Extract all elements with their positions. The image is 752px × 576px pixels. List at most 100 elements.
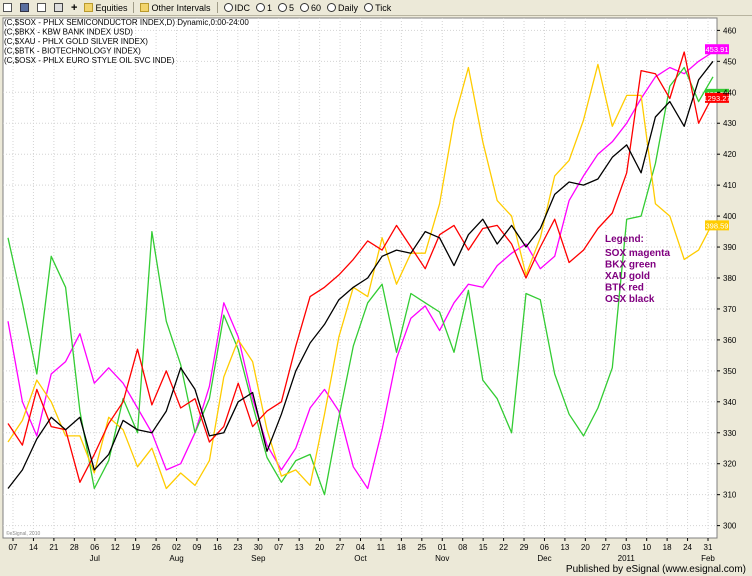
daily-button[interactable]: Daily [324, 1, 361, 14]
other-intervals-button[interactable]: Other Intervals [137, 1, 213, 14]
print-icon[interactable] [51, 1, 68, 14]
x-month-label: Dec [537, 554, 551, 563]
x-tick-label: 18 [397, 543, 406, 552]
last-value-badge-label: 453.91 [706, 45, 729, 54]
x-tick-label: 06 [90, 543, 99, 552]
grid [3, 18, 717, 538]
interval-5-button[interactable]: 5 [275, 1, 297, 14]
y-tick-label: 400 [723, 212, 737, 221]
x-tick-label: 07 [9, 543, 18, 552]
equities-button[interactable]: Equities [81, 1, 130, 14]
daily-label: Daily [338, 2, 359, 13]
folder-icon [140, 3, 150, 12]
series-headers: (C,$SOX - PHLX SEMICONDUCTOR INDEX,D) Dy… [4, 18, 249, 65]
x-tick-label: 31 [704, 543, 713, 552]
series-line-osx [7, 60, 714, 489]
last-value-badge-label: 1293.27 [703, 94, 730, 103]
save-icon[interactable] [17, 1, 34, 14]
other-intervals-label: Other Intervals [151, 2, 211, 13]
folder-icon [84, 3, 94, 12]
interval-60-label: 60 [311, 2, 322, 13]
y-tick-label: 380 [723, 274, 737, 283]
interval-1-button[interactable]: 1 [253, 1, 275, 14]
y-tick-label: 320 [723, 460, 737, 469]
y-tick-label: 450 [723, 57, 737, 66]
chart-area: (C,$SOX - PHLX SEMICONDUCTOR INDEX,D) Dy… [0, 16, 752, 576]
y-tick-label: 340 [723, 398, 737, 407]
y-axis: 300 310 320 330 340 350 360 370 380 390 400 410 420 4… [717, 26, 737, 531]
clock-icon [364, 3, 374, 12]
x-tick-label: 10 [642, 543, 651, 552]
x-tick-label: 14 [29, 543, 38, 552]
x-tick-label: 06 [540, 543, 549, 552]
clock-icon [223, 3, 233, 12]
series-header-line: (C,$OSX - PHLX EURO STYLE OIL SVC INDE) [4, 56, 175, 65]
y-tick-label: 410 [723, 181, 737, 190]
series-layer [7, 51, 714, 496]
interval-1-label: 1 [267, 2, 273, 13]
copy-icon[interactable] [34, 1, 51, 14]
footer-credit: Published by eSignal (www.esignal.com) [566, 564, 746, 575]
series-line-xau [7, 63, 714, 490]
x-tick-label: 27 [336, 543, 345, 552]
x-tick-label: 13 [560, 543, 569, 552]
y-tick-label: 310 [723, 491, 737, 500]
x-month-label: Sep [251, 554, 266, 563]
x-month-label: Aug [169, 554, 183, 563]
y-tick-label: 460 [723, 26, 737, 35]
series-header-line: (C,$BTK - BIOTECHNOLOGY INDEX) [4, 47, 141, 56]
legend-title: Legend: [605, 234, 644, 245]
x-month-label: Feb [701, 554, 715, 563]
x-tick-label: 15 [479, 543, 488, 552]
y-tick-label: 420 [723, 150, 737, 159]
series-header-line: (C,$XAU - PHLX GOLD SILVER INDEX) [4, 37, 148, 46]
x-tick-label: 30 [254, 543, 263, 552]
x-tick-label: 29 [520, 543, 529, 552]
legend-entry: XAU gold [605, 271, 650, 282]
y-tick-label: 430 [723, 119, 737, 128]
idc-button[interactable]: IDC [221, 1, 254, 14]
clock-icon [300, 3, 310, 12]
x-month-label: Oct [354, 554, 367, 563]
x-tick-label: 25 [417, 543, 426, 552]
x-tick-label: 20 [315, 543, 324, 552]
tick-button[interactable]: Tick [361, 1, 394, 14]
x-tick-label: 02 [172, 543, 181, 552]
x-tick-label: 23 [233, 543, 242, 552]
series-line-sox [7, 51, 714, 490]
clock-icon [327, 3, 337, 12]
interval-60-button[interactable]: 60 [297, 1, 324, 14]
legend-entry: OSX black [605, 294, 655, 305]
x-axis: 07 14 21 28 06 12 19 26 02 09 16 23 30 07 13 20 27 04 11 18… [9, 538, 715, 563]
legend-entry: BTK red [605, 283, 644, 294]
x-tick-label: 08 [458, 543, 467, 552]
series-header-line: (C,$BKX - KBW BANK INDEX USD) [4, 28, 133, 37]
y-tick-label: 360 [723, 336, 737, 345]
y-tick-label: 440 [723, 88, 737, 97]
x-tick-label: 09 [193, 543, 202, 552]
legend-entry: SOX magenta [605, 248, 670, 259]
x-month-label: 2011 [618, 554, 636, 563]
idc-label: IDC [234, 2, 251, 13]
y-tick-label: 330 [723, 429, 737, 438]
x-tick-label: 11 [377, 543, 386, 552]
legend-entry: BKX green [605, 260, 656, 271]
watermark: ©eSignal, 2010 [6, 530, 40, 537]
last-value-badge-label: 398.59 [706, 221, 729, 230]
clock-icon [278, 3, 288, 12]
x-tick-label: 26 [152, 543, 161, 552]
interval-5-label: 5 [289, 2, 295, 13]
y-tick-label: 300 [723, 522, 737, 531]
line-chart: (C,$SOX - PHLX SEMICONDUCTOR INDEX,D) Dy… [0, 16, 752, 576]
y-tick-label: 370 [723, 305, 737, 314]
series-header-line: (C,$SOX - PHLX SEMICONDUCTOR INDEX,D) Dy… [4, 18, 249, 27]
x-tick-label: 07 [274, 543, 283, 552]
add-icon[interactable]: + [71, 1, 78, 14]
x-tick-label: 03 [622, 543, 631, 552]
x-tick-label: 27 [601, 543, 610, 552]
x-tick-label: 12 [111, 543, 120, 552]
last-value-badge [705, 44, 729, 55]
new-page-icon[interactable] [0, 1, 17, 14]
